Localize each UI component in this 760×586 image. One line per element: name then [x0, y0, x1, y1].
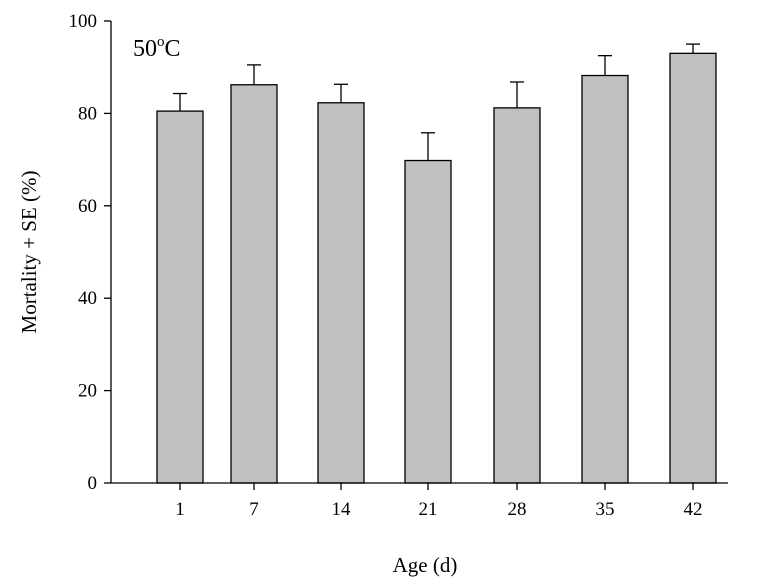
y-axis-ticks: 0 20 40 60 80 100	[69, 11, 111, 494]
x-axis-label: Age (d)	[393, 553, 458, 577]
annotation-value: 50	[133, 36, 157, 62]
y-tick-label: 80	[78, 103, 97, 124]
y-tick-label: 0	[88, 473, 98, 494]
bar	[669, 52, 717, 484]
bar	[581, 74, 629, 484]
bar	[493, 107, 541, 484]
error-bars	[173, 43, 700, 161]
bars	[156, 52, 717, 484]
annotation-degree: o	[157, 34, 165, 50]
x-tick-label: 21	[419, 499, 438, 520]
x-tick-label: 42	[684, 499, 703, 520]
bar	[230, 84, 278, 484]
bar	[404, 159, 452, 484]
temperature-annotation: 50oC	[133, 34, 181, 62]
y-tick-label: 60	[78, 196, 97, 217]
annotation-unit: C	[165, 36, 181, 62]
y-axis-label: Mortality + SE (%)	[17, 171, 41, 334]
y-tick-label: 100	[69, 11, 98, 32]
x-tick-label: 7	[249, 499, 259, 520]
x-tick-label: 28	[508, 499, 527, 520]
bar	[317, 102, 365, 484]
bar	[156, 110, 204, 484]
y-tick-label: 40	[78, 288, 97, 309]
y-tick-label: 20	[78, 381, 97, 402]
x-tick-label: 1	[175, 499, 185, 520]
x-tick-label: 35	[596, 499, 615, 520]
x-tick-label: 14	[332, 499, 352, 520]
x-axis-ticks: 1 7 14 21 28 35 42	[175, 483, 703, 520]
